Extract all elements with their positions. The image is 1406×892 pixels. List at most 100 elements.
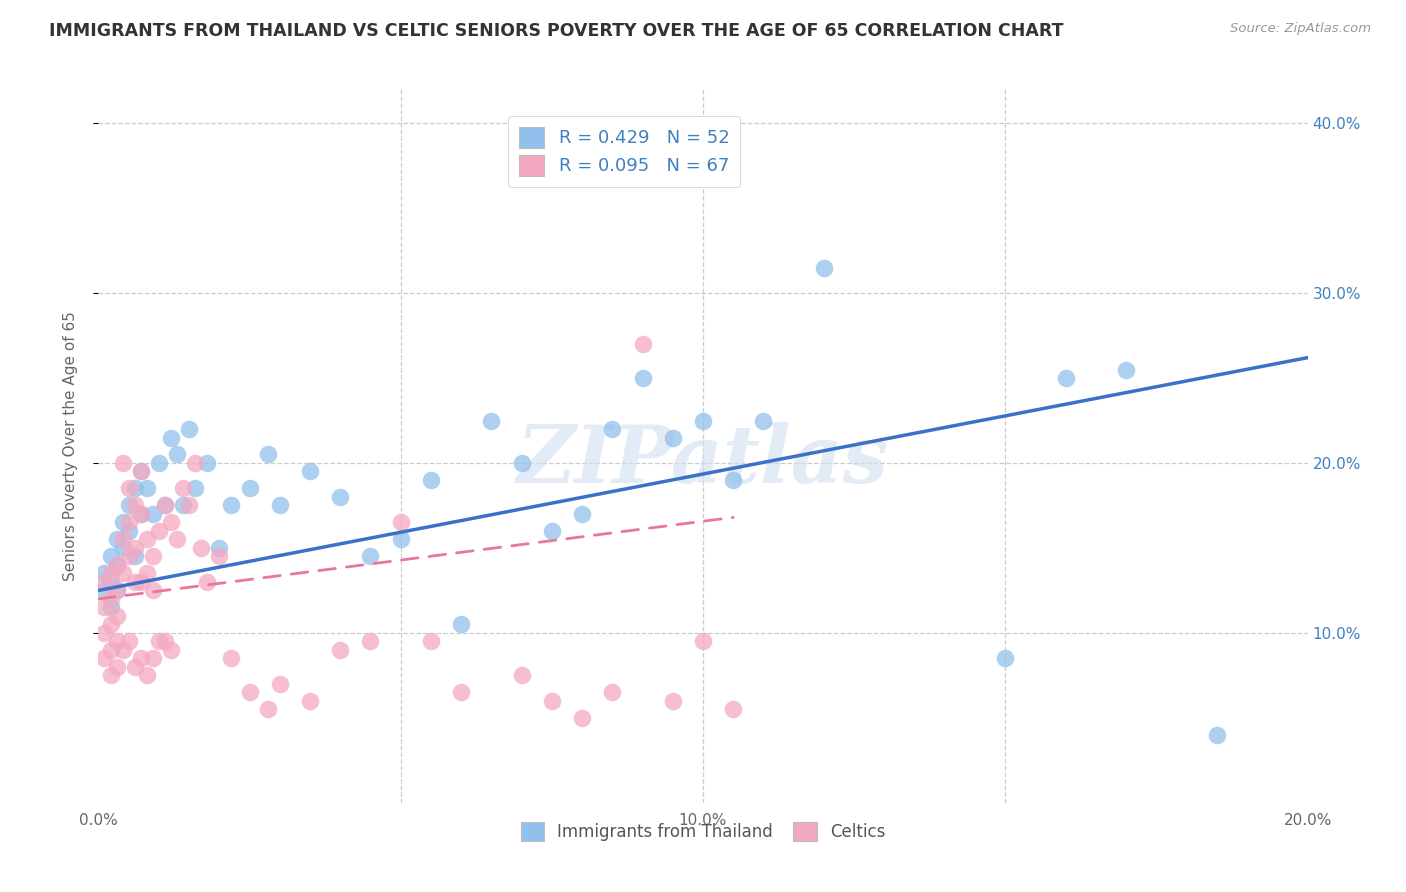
Point [129, 507, 152, 521]
Point [111, 516, 134, 530]
Point [450, 617, 472, 632]
Point [148, 456, 170, 470]
Point [105, 558, 128, 572]
Point [118, 524, 141, 538]
Point [752, 413, 775, 427]
Point [1054, 371, 1077, 385]
Point [994, 651, 1017, 665]
Text: IMMIGRANTS FROM THAILAND VS CELTIC SENIORS POVERTY OVER THE AGE OF 65 CORRELATIO: IMMIGRANTS FROM THAILAND VS CELTIC SENIO… [49, 22, 1064, 40]
Point [602, 685, 624, 699]
Point [221, 499, 243, 513]
Point [153, 499, 176, 513]
Point [160, 516, 183, 530]
Point [631, 337, 654, 351]
Point [100, 600, 122, 615]
Point [142, 583, 165, 598]
Y-axis label: Seniors Poverty Over the Age of 65: Seniors Poverty Over the Age of 65 [63, 311, 77, 581]
Point [420, 634, 443, 648]
Point [93, 566, 115, 581]
Point [135, 533, 157, 547]
Point [481, 413, 503, 427]
Point [420, 473, 443, 487]
Point [111, 566, 134, 581]
Point [100, 617, 122, 632]
Point [269, 499, 291, 513]
Point [661, 694, 683, 708]
Point [105, 660, 128, 674]
Point [160, 430, 183, 444]
Point [450, 685, 472, 699]
Point [105, 634, 128, 648]
Point [602, 422, 624, 436]
Text: Source: ZipAtlas.com: Source: ZipAtlas.com [1230, 22, 1371, 36]
Point [111, 456, 134, 470]
Point [124, 499, 146, 513]
Point [100, 574, 122, 589]
Text: ZIPatlas: ZIPatlas [517, 422, 889, 499]
Point [100, 643, 122, 657]
Point [329, 643, 352, 657]
Legend: Immigrants from Thailand, Celtics: Immigrants from Thailand, Celtics [515, 815, 891, 848]
Point [190, 541, 212, 555]
Point [129, 574, 152, 589]
Point [172, 499, 194, 513]
Point [93, 583, 115, 598]
Point [105, 558, 128, 572]
Point [118, 634, 141, 648]
Point [148, 634, 170, 648]
Point [692, 634, 714, 648]
Point [111, 533, 134, 547]
Point [124, 549, 146, 564]
Point [172, 482, 194, 496]
Point [100, 668, 122, 682]
Point [129, 507, 152, 521]
Point [389, 516, 412, 530]
Point [124, 660, 146, 674]
Point [360, 634, 382, 648]
Point [571, 711, 593, 725]
Point [540, 524, 562, 538]
Point [166, 533, 188, 547]
Point [221, 651, 243, 665]
Point [195, 574, 218, 589]
Point [540, 694, 562, 708]
Point [105, 608, 128, 623]
Point [111, 541, 134, 555]
Point [100, 549, 122, 564]
Point [118, 499, 141, 513]
Point [692, 413, 714, 427]
Point [129, 651, 152, 665]
Point [93, 574, 115, 589]
Point [118, 516, 141, 530]
Point [723, 702, 745, 716]
Point [239, 685, 262, 699]
Point [160, 643, 183, 657]
Point [129, 465, 152, 479]
Point [179, 499, 201, 513]
Point [510, 668, 533, 682]
Point [813, 260, 835, 275]
Point [153, 634, 176, 648]
Point [723, 473, 745, 487]
Point [105, 583, 128, 598]
Point [93, 600, 115, 615]
Point [360, 549, 382, 564]
Point [129, 465, 152, 479]
Point [208, 541, 231, 555]
Point [239, 482, 262, 496]
Point [118, 549, 141, 564]
Point [166, 448, 188, 462]
Point [124, 482, 146, 496]
Point [1115, 362, 1137, 376]
Point [179, 422, 201, 436]
Point [148, 524, 170, 538]
Point [631, 371, 654, 385]
Point [142, 549, 165, 564]
Point [100, 566, 122, 581]
Point [195, 456, 218, 470]
Point [135, 566, 157, 581]
Point [184, 482, 207, 496]
Point [100, 591, 122, 606]
Point [1206, 728, 1229, 742]
Point [256, 448, 278, 462]
